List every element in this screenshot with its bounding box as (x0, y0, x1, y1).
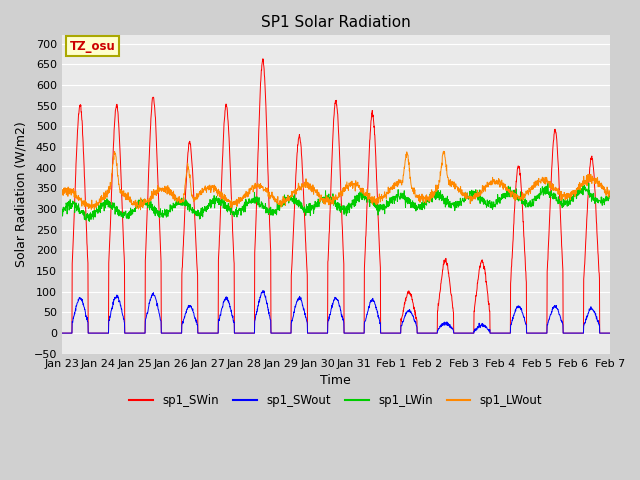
sp1_SWout (564, 330, 572, 336)
sp1_LWout (635, 176, 640, 181)
sp1_SWin (531, 330, 538, 336)
Y-axis label: Solar Radiation (W/m2): Solar Radiation (W/m2) (15, 122, 28, 267)
sp1_LWin (85, 218, 93, 224)
sp1_SWin (116, 153, 124, 159)
sp1_SWin (259, 56, 267, 62)
sp1_LWout (564, 191, 572, 196)
Line: sp1_LWin: sp1_LWin (62, 183, 640, 221)
Line: sp1_LWout: sp1_LWout (62, 151, 640, 210)
Line: sp1_SWin: sp1_SWin (62, 59, 640, 333)
sp1_LWout (243, 190, 250, 195)
sp1_LWin (243, 203, 250, 209)
sp1_LWout (531, 180, 538, 186)
sp1_LWout (390, 181, 397, 187)
sp1_LWin (58, 206, 66, 212)
sp1_SWin (390, 330, 397, 336)
sp1_SWout (259, 288, 266, 294)
Line: sp1_SWout: sp1_SWout (62, 291, 640, 333)
sp1_SWin (58, 330, 66, 336)
Legend: sp1_SWin, sp1_SWout, sp1_LWin, sp1_LWout: sp1_SWin, sp1_SWout, sp1_LWin, sp1_LWout (125, 389, 547, 411)
sp1_SWin (243, 330, 250, 336)
Title: SP1 Solar Radiation: SP1 Solar Radiation (261, 15, 411, 30)
sp1_SWin (564, 330, 572, 336)
sp1_LWin (531, 197, 538, 203)
sp1_LWin (544, 180, 552, 186)
sp1_LWout (137, 207, 145, 213)
sp1_LWout (58, 192, 66, 198)
sp1_LWin (635, 193, 640, 199)
sp1_SWin (634, 330, 640, 336)
sp1_LWout (116, 190, 124, 196)
Text: TZ_osu: TZ_osu (70, 40, 116, 53)
sp1_SWout (243, 330, 250, 336)
sp1_SWout (531, 330, 538, 336)
sp1_SWout (390, 330, 397, 336)
sp1_LWout (440, 148, 447, 154)
sp1_LWin (116, 209, 124, 215)
sp1_LWin (390, 194, 397, 200)
X-axis label: Time: Time (321, 374, 351, 387)
sp1_SWout (116, 301, 124, 307)
sp1_LWin (564, 198, 572, 204)
sp1_SWout (58, 330, 66, 336)
sp1_SWout (634, 330, 640, 336)
